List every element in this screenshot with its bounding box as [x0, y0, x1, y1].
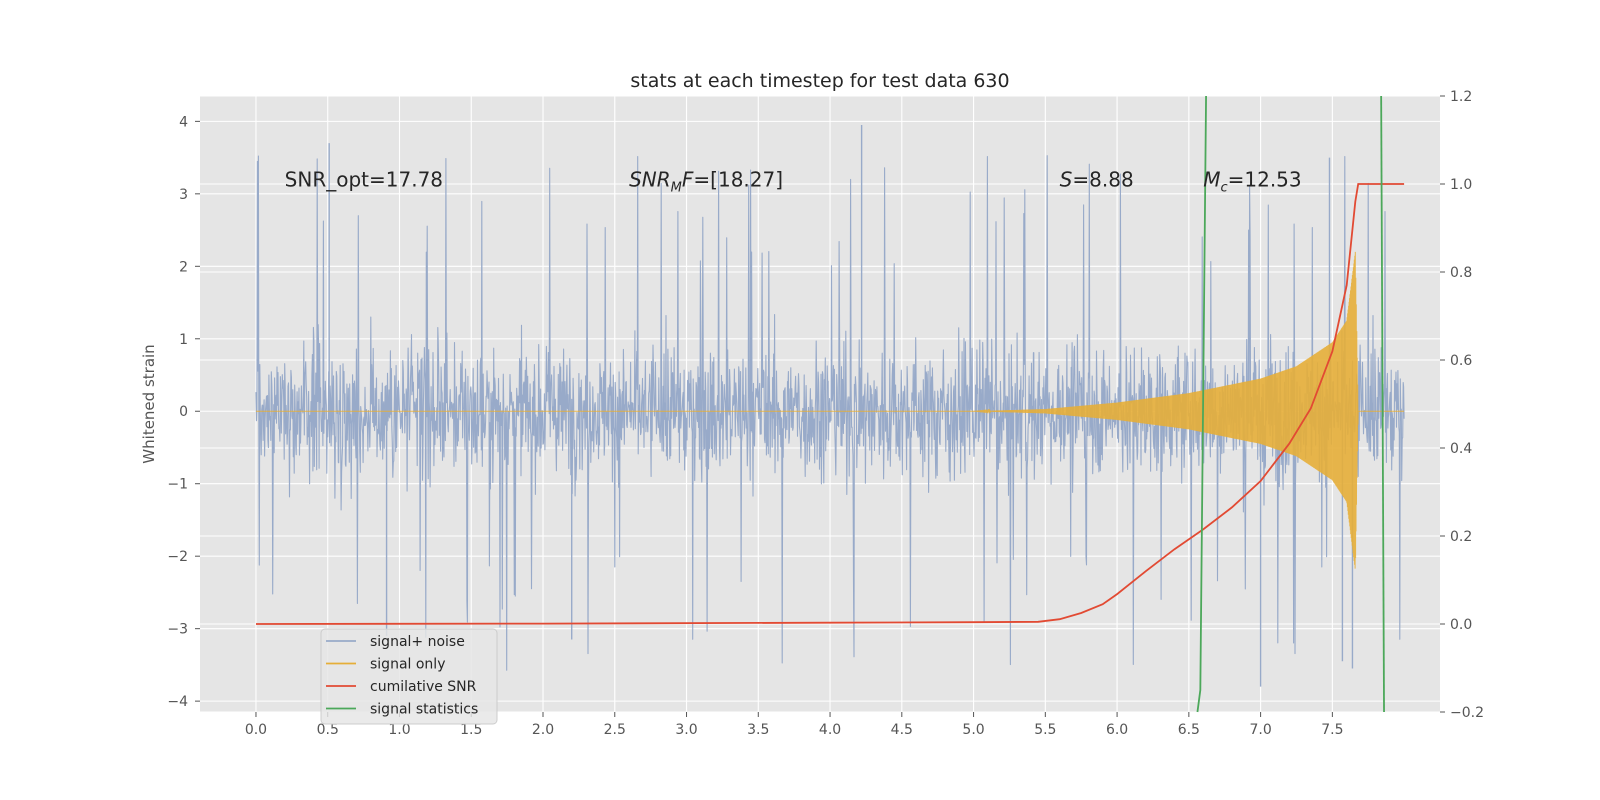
legend-label: cumilative SNR	[370, 679, 477, 695]
annotation-subscript: M	[671, 180, 682, 195]
annotation-rest-italic: F	[682, 167, 694, 191]
y2-tick-label: −0.2	[1450, 705, 1484, 721]
x-tick-label: 5.0	[962, 722, 984, 738]
x-tick-label: 3.5	[747, 722, 769, 738]
series-signal-statistics-line-left	[1196, 95, 1207, 713]
annotation-rest-value: =[18.27]	[693, 167, 783, 191]
y-tick-label: −4	[167, 694, 188, 710]
annotation-rest: F=[18.27]	[682, 167, 783, 191]
y-tick-label: 1	[179, 332, 188, 348]
y-tick-label: 2	[179, 259, 188, 275]
series-signal-only-line	[256, 251, 1405, 569]
legend-label: signal statistics	[370, 702, 478, 718]
y-tick-label: −1	[167, 477, 188, 493]
y2-tick-label: 0.8	[1450, 265, 1472, 281]
annotation-rest: =12.53	[1228, 167, 1302, 191]
y-tick-label: −2	[167, 549, 188, 565]
x-tick-label: 2.5	[604, 722, 626, 738]
x-tick-label: 6.5	[1178, 722, 1200, 738]
series-signal-statistics-line-right	[1380, 95, 1385, 713]
y-tick-label: −3	[167, 622, 188, 638]
y2-tick-label: 1.2	[1450, 89, 1472, 105]
annotation-main: SNR	[629, 167, 671, 191]
x-tick-label: 1.5	[460, 722, 482, 738]
x-tick-label: 7.5	[1321, 722, 1343, 738]
annotations: SNR_opt=17.78 SNRMF=[18.27] S=8.88 Mc=12.53	[285, 167, 1302, 195]
x-tick-label: 6.0	[1106, 722, 1128, 738]
annotation: Mc=12.53	[1203, 167, 1301, 195]
annotation: SNR_opt=17.78	[285, 167, 443, 191]
y2-tick-label: 0.4	[1450, 441, 1472, 457]
series-signal-noise-line	[255, 155, 1405, 671]
legend: signal+ noise signal only cumilative SNR si…	[320, 628, 498, 725]
x-tick-label: 7.0	[1249, 722, 1271, 738]
annotation: S=8.88	[1060, 167, 1134, 191]
legend-label: signal only	[370, 657, 445, 673]
x-tick-label: 4.0	[819, 722, 841, 738]
y-tick-label: 4	[179, 114, 188, 130]
x-tick-label: 0.5	[317, 722, 339, 738]
annotation-rest: =8.88	[1072, 167, 1133, 191]
x-tick-label: 2.0	[532, 722, 554, 738]
y2-tick-label: 0.6	[1450, 353, 1472, 369]
y2-tick-label: 0.0	[1450, 617, 1472, 633]
series-cumulative-snr-line	[255, 183, 1405, 625]
legend-label: signal+ noise	[370, 634, 465, 650]
y-tick-label: 0	[179, 404, 188, 420]
annotation-subscript: c	[1220, 180, 1227, 195]
y-tick-label: 3	[179, 187, 188, 203]
y-axis-label: Whitened strain	[140, 344, 158, 463]
x-tick-label: 1.0	[388, 722, 410, 738]
annotation: SNRMF=[18.27]	[629, 167, 783, 195]
annotation-main: M	[1203, 167, 1220, 191]
annotation-main: S	[1060, 167, 1073, 191]
plot-area	[255, 95, 1405, 713]
chart-title: stats at each timestep for test data 630	[630, 70, 1009, 92]
x-tick-label: 4.5	[891, 722, 913, 738]
x-tick-label: 3.0	[675, 722, 697, 738]
x-tick-label: 0.0	[245, 722, 267, 738]
axes: 0.0 0.5 1.0 1.5 2.0 2.5 3.0 3.5 4.0 4.5 5.0 5.5 6.0 6…	[167, 89, 1484, 738]
y2-tick-label: 1.0	[1450, 177, 1472, 193]
legend-box	[320, 628, 498, 725]
y2-tick-label: 0.2	[1450, 529, 1472, 545]
x-tick-label: 5.5	[1034, 722, 1056, 738]
